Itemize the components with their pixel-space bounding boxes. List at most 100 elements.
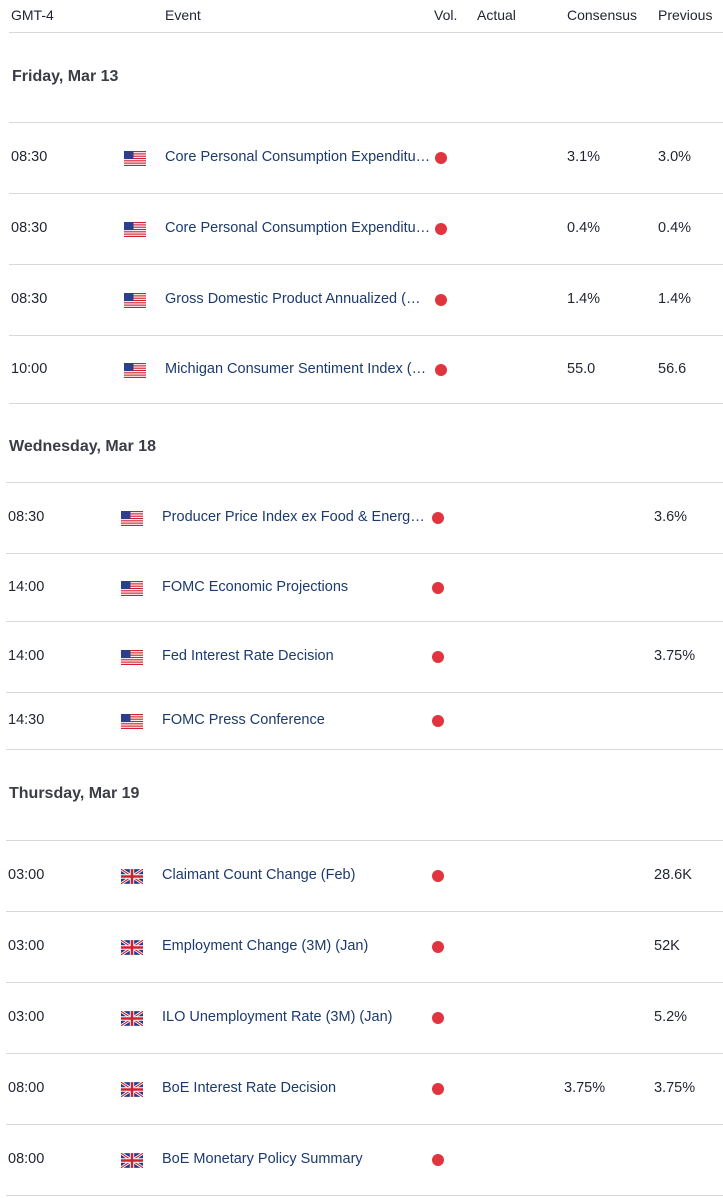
event-time: 03:00 [8,938,45,954]
event-row[interactable]: 08:30 Gross Domestic Product Annualized (… [0,265,723,335]
row-divider [6,749,723,750]
event-time: 08:30 [11,149,48,165]
us-flag-icon [121,581,143,596]
event-time: 14:00 [8,648,45,664]
event-time: 10:00 [11,361,48,377]
day-heading: Friday, Mar 13 [12,68,119,85]
us-flag-icon [121,714,143,729]
event-name-link[interactable]: Employment Change (3M) (Jan) [162,938,369,954]
event-name-link[interactable]: FOMC Economic Projections [162,579,349,595]
event-row[interactable]: 14:00 Fed Interest Rate Decision 3.75% [0,622,723,692]
event-name-link[interactable]: Michigan Consumer Sentiment Index (Mar) [165,361,431,377]
uk-flag-icon [120,1151,144,1170]
row-divider [6,621,723,622]
event-previous: 3.75% [654,1080,696,1096]
event-previous: 0.4% [658,220,692,236]
event-row[interactable]: 08:00 BoE Monetary Policy Summary [0,1125,723,1195]
event-row[interactable]: 08:00 BoE Interest Rate Decision 3.75% 3.75… [0,1054,723,1124]
volatility-high-icon [432,1154,444,1166]
row-divider [6,553,723,554]
event-time: 14:30 [8,712,45,728]
event-name-link[interactable]: FOMC Press Conference [162,712,325,728]
volatility-high-icon [432,582,444,594]
event-name-link[interactable]: Claimant Count Change (Feb) [162,867,356,883]
row-divider [6,911,723,912]
event-time: 08:30 [8,509,45,525]
event-consensus: 0.4% [567,220,601,236]
us-flag-icon [121,650,143,665]
row-divider [6,840,723,841]
event-name-link[interactable]: Fed Interest Rate Decision [162,648,334,664]
header-event: Event [165,7,201,23]
row-divider [6,982,723,983]
header-divider [9,32,723,33]
header-timezone[interactable]: GMT-4 [11,7,54,23]
volatility-high-icon [432,1083,444,1095]
event-row[interactable]: 08:30 Core Personal Consumption Expenditu… [0,123,723,193]
event-name-link[interactable]: Producer Price Index ex Food & Energy (Y… [162,509,428,525]
event-row[interactable]: 08:30 Producer Price Index ex Food & Ener… [0,483,723,553]
row-divider [6,1053,723,1054]
event-time: 08:30 [11,291,48,307]
event-row[interactable]: 03:00 Claimant Count Change (Feb) 28.6K [0,841,723,911]
event-previous: 3.6% [654,509,688,525]
event-time: 03:00 [8,867,45,883]
volatility-high-icon [432,651,444,663]
header-previous: Previous [658,7,713,23]
row-divider [6,692,723,693]
header-vol: Vol. [434,7,458,23]
volatility-high-icon [432,1012,444,1024]
us-flag-icon [124,151,146,166]
volatility-high-icon [435,294,447,306]
event-consensus: 1.4% [567,291,601,307]
row-divider [6,482,723,483]
volatility-high-icon [432,941,444,953]
event-row[interactable]: 03:00 Employment Change (3M) (Jan) 52K [0,912,723,982]
uk-flag-icon [120,1080,144,1099]
row-divider [9,264,723,265]
event-name-link[interactable]: Core Personal Consumption Expenditure (M… [165,220,431,236]
day-heading: Wednesday, Mar 18 [9,438,157,455]
event-time: 03:00 [8,1009,45,1025]
uk-flag-icon [120,938,144,957]
event-previous: 28.6K [654,867,692,883]
us-flag-icon [124,293,146,308]
event-row[interactable]: 14:00 FOMC Economic Projections [0,554,723,621]
event-name-link[interactable]: BoE Monetary Policy Summary [162,1151,363,1167]
event-row[interactable]: 10:00 Michigan Consumer Sentiment Index (… [0,336,723,403]
event-row[interactable]: 14:30 FOMC Press Conference [0,693,723,749]
volatility-high-icon [432,870,444,882]
volatility-high-icon [435,223,447,235]
header-consensus: Consensus [567,7,638,23]
event-previous: 3.75% [654,648,696,664]
event-name-link[interactable]: Core Personal Consumption Expenditure (Y… [165,149,431,165]
event-row[interactable]: 03:00 ILO Unemployment Rate (3M) (Jan) 5.2… [0,983,723,1053]
event-previous: 52K [654,938,680,954]
event-time: 14:00 [8,579,45,595]
event-previous: 56.6 [658,361,687,377]
event-consensus: 3.75% [564,1080,606,1096]
header-actual: Actual [477,7,516,23]
uk-flag-icon [120,1009,144,1028]
uk-flag-icon [120,867,144,886]
volatility-high-icon [435,364,447,376]
row-divider [9,403,723,404]
event-previous: 5.2% [654,1009,688,1025]
us-flag-icon [121,511,143,526]
day-heading: Thursday, Mar 19 [9,785,140,802]
event-previous: 3.0% [658,149,692,165]
row-divider [9,335,723,336]
event-name-link[interactable]: Gross Domestic Product Annualized (QoQ) [165,291,431,307]
row-divider [6,1195,723,1196]
event-consensus: 55.0 [567,361,596,377]
event-name-link[interactable]: BoE Interest Rate Decision [162,1080,337,1096]
row-divider [9,193,723,194]
event-name-link[interactable]: ILO Unemployment Rate (3M) (Jan) [162,1009,393,1025]
volatility-high-icon [432,715,444,727]
event-previous: 1.4% [658,291,692,307]
us-flag-icon [124,222,146,237]
us-flag-icon [124,363,146,378]
volatility-high-icon [435,152,447,164]
volatility-high-icon [432,512,444,524]
event-row[interactable]: 08:30 Core Personal Consumption Expenditu… [0,194,723,264]
